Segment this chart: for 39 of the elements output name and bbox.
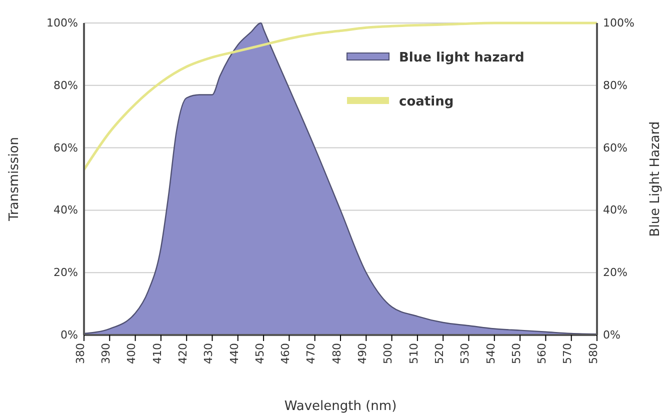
x-tick-label: 510 [407, 343, 420, 364]
y2-tick-label: 60% [603, 141, 628, 154]
x-tick-label: 450 [253, 343, 266, 364]
y2-tick-label: 0% [603, 328, 620, 342]
x-axis-title: Wavelength (nm) [284, 399, 397, 414]
x-tick-label: 580 [586, 343, 600, 364]
x-tick-label: 380 [74, 343, 87, 364]
y-tick-label: 20% [54, 266, 78, 280]
y-tick-label: 0% [60, 328, 78, 342]
y2-axis-title: Blue Light Hazard [648, 121, 663, 237]
y-tick-label: 40% [54, 204, 78, 217]
x-tick-label: 430 [202, 343, 216, 364]
x-tick-label: 520 [432, 343, 446, 364]
y2-tick-label: 100% [603, 16, 634, 30]
x-tick-label: 570 [561, 343, 574, 364]
legend-label: Blue light hazard [399, 50, 524, 66]
y-tick-label: 60% [54, 141, 78, 154]
x-tick-label: 490 [356, 343, 369, 364]
line-series [82, 22, 598, 171]
x-tick-label: 390 [100, 343, 112, 364]
x-tick-label: 470 [304, 343, 318, 364]
legend-label: coating [399, 94, 454, 110]
x-tick-label: 410 [150, 343, 164, 364]
x-tick-label: 560 [536, 343, 549, 364]
x-tick-label: 460 [279, 343, 292, 364]
x-tick-label: 480 [330, 343, 344, 364]
y2-tick-label: 40% [603, 204, 628, 217]
y2-tick-label: 80% [603, 78, 628, 92]
y-tick-label: 100% [46, 16, 78, 30]
y-tick-label: 80% [54, 78, 78, 92]
x-tick-label: 530 [458, 343, 472, 364]
y2-tick-label: 20% [603, 266, 628, 280]
x-tick-label: 550 [510, 343, 523, 364]
y-axis-title: Transmission [7, 137, 22, 222]
x-tick-label: 440 [228, 343, 241, 364]
x-tick-label: 420 [176, 343, 190, 364]
x-tick-label: 540 [484, 343, 498, 364]
x-tick-label: 500 [382, 343, 395, 364]
x-tick-label: 400 [125, 343, 138, 364]
